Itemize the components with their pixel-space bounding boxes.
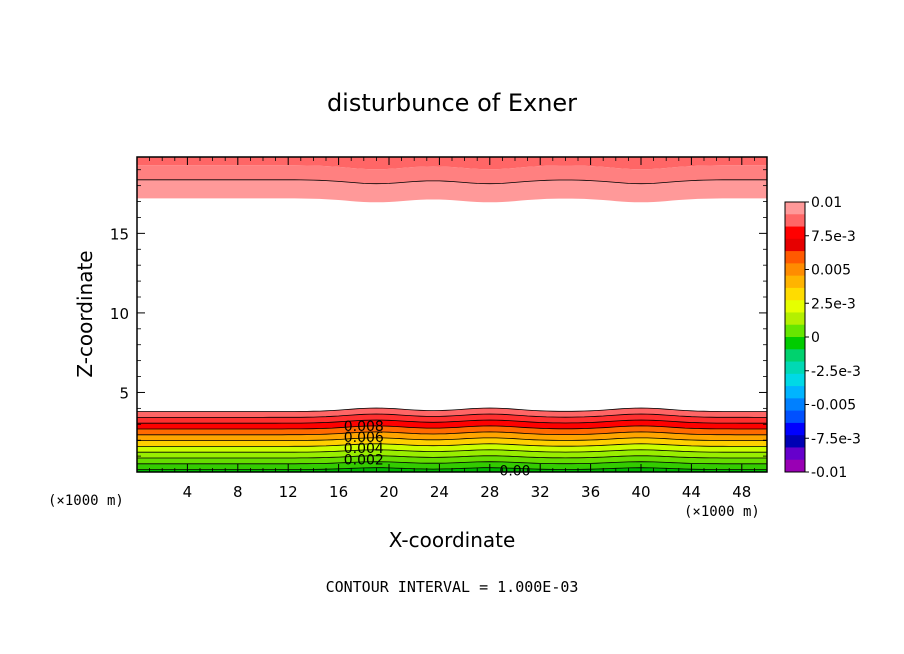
x-tick-label: 44 [682, 483, 701, 501]
colorbar-cell [785, 373, 805, 387]
colorbar-cell [785, 447, 805, 461]
contour-label: 0.00 [499, 463, 530, 479]
chart-title: disturbunce of Exner [327, 89, 577, 117]
contour-line-6 [137, 431, 767, 436]
contour-line-2 [137, 455, 767, 459]
contour-fill [137, 157, 767, 472]
colorbar-cell [785, 435, 805, 448]
colorbar-cell [785, 202, 805, 215]
contour-line-10 [137, 407, 767, 412]
colorbar-cell [785, 459, 805, 473]
colorbar-cell [785, 337, 805, 350]
colorbar-label: 7.5e-3 [811, 229, 856, 245]
colorbar-cell [785, 386, 805, 399]
contour-label: 0.004 [344, 441, 384, 457]
contour-line-1 [137, 461, 767, 465]
y-tick-label: 5 [119, 384, 129, 402]
colorbar-label: 0.005 [811, 263, 851, 279]
contour-line-9 [137, 413, 767, 418]
colorbar-cell [785, 300, 805, 313]
colorbar-cell [785, 361, 805, 375]
colorbar-label: -7.5e-3 [811, 431, 861, 447]
colorbar-cell [785, 287, 805, 301]
x-tick-label: 8 [233, 483, 243, 501]
contour-label: 0.008 [344, 419, 384, 435]
x-tick-label: 24 [430, 483, 449, 501]
x-tick-label: 36 [581, 483, 600, 501]
lower-band-4 [137, 443, 767, 453]
colorbar-cell [785, 422, 805, 436]
lower-band-9 [137, 414, 767, 424]
lower-band-2 [137, 455, 767, 464]
colorbar-cell [785, 275, 805, 289]
upper-contour-line [137, 179, 767, 185]
x-tick-label: 48 [732, 483, 751, 501]
colorbar-cell [785, 214, 805, 228]
x-unit-left: (×1000 m) [48, 493, 124, 509]
contour-line-7 [137, 425, 767, 430]
lower-band-1 [137, 461, 767, 470]
colorbar-cell [785, 251, 805, 264]
colorbar-label: 0 [811, 330, 820, 346]
lower-band-6 [137, 431, 767, 441]
x-tick-label: 40 [631, 483, 650, 501]
colorbar-label: 0.01 [811, 195, 842, 211]
colorbar: 0.01 7.5e-3 0.005 2.5e-3 0 -2.5e-3 -0.005 -7.5e… [784, 195, 861, 481]
contour-line-8 [137, 419, 767, 424]
contour-label: 0.006 [344, 430, 384, 446]
colorbar-cell [785, 398, 805, 412]
colorbar-label: 2.5e-3 [811, 296, 856, 312]
colorbar-cell [785, 238, 805, 252]
contour-label: 0.002 [344, 452, 384, 468]
colorbar-cell [785, 312, 805, 326]
upper-band-2 [137, 157, 767, 170]
x-tick-label: 20 [379, 483, 398, 501]
colorbar-cell [785, 410, 805, 424]
lower-band-10 [137, 408, 767, 418]
x-tick-label: 28 [480, 483, 499, 501]
upper-band-1 [137, 165, 767, 184]
x-tick-label: 32 [531, 483, 550, 501]
x-axis-label: X-coordinate [389, 528, 516, 552]
colorbar-label: -0.005 [811, 398, 856, 414]
x-unit-right: (×1000 m) [684, 504, 760, 520]
y-tick-label: 15 [110, 225, 129, 243]
colorbar-label: -2.5e-3 [811, 364, 861, 380]
contour-line-5 [137, 437, 767, 441]
x-tick-label: 16 [329, 483, 348, 501]
y-axis-label: Z-coordinate [73, 250, 97, 377]
x-tick-label: 4 [183, 483, 193, 501]
colorbar-cell [785, 349, 805, 363]
upper-band-0 [137, 179, 767, 203]
lower-band-5 [137, 437, 767, 447]
lower-band-8 [137, 420, 767, 429]
colorbar-cell [785, 226, 805, 240]
x-tick-label: 12 [279, 483, 298, 501]
lower-band-7 [137, 425, 767, 435]
lower-band-3 [137, 449, 767, 458]
contour-line-4 [137, 443, 767, 447]
contour-line-3 [137, 449, 767, 453]
contour-interval-footer: CONTOUR INTERVAL = 1.000E-03 [326, 578, 579, 596]
colorbar-label: -0.01 [811, 465, 847, 481]
colorbar-cell [785, 263, 805, 277]
y-tick-label: 10 [110, 305, 129, 323]
colorbar-cell [785, 324, 805, 338]
